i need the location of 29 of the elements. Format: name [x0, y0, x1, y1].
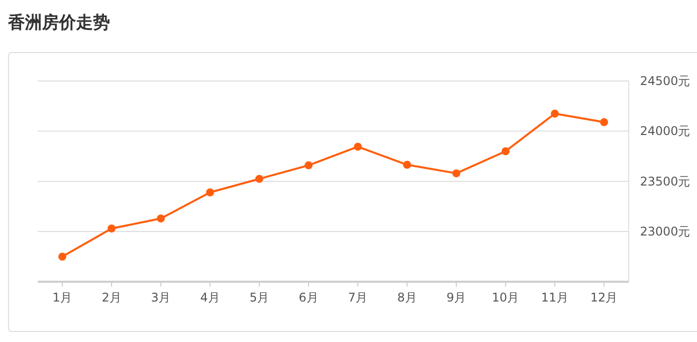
point: [108, 224, 116, 233]
point: [255, 174, 264, 183]
point: [156, 214, 165, 222]
point: [600, 118, 608, 126]
point: [502, 147, 510, 156]
x-tick-label: 12月: [590, 290, 618, 305]
x-tick-label: 1月: [52, 290, 72, 305]
x-tick-label: 8月: [397, 290, 417, 305]
x-tick-label: 9月: [446, 290, 466, 305]
x-tick-label: 7月: [348, 290, 368, 305]
y-tick-label: 24000元: [640, 124, 690, 138]
y-tick-label: 24500元: [640, 74, 690, 88]
point: [403, 160, 412, 169]
x-tick-label: 3月: [151, 290, 171, 305]
x-tick-label: 5月: [250, 290, 270, 305]
x-tick-label: 6月: [298, 290, 318, 305]
point: [304, 161, 313, 170]
point: [452, 169, 460, 178]
x-tick-label: 11月: [541, 290, 568, 305]
x-tick-label: 10月: [492, 290, 520, 305]
y-tick-label: 23000元: [640, 224, 690, 239]
point: [354, 142, 362, 151]
x-tick-label: 4月: [200, 290, 220, 305]
point: [550, 110, 559, 118]
point: [206, 188, 214, 196]
point: [58, 252, 66, 261]
x-tick-label: 2月: [102, 290, 122, 305]
chart-title: 香洲房价走势: [7, 13, 110, 33]
y-tick-label: 23500元: [640, 174, 690, 188]
